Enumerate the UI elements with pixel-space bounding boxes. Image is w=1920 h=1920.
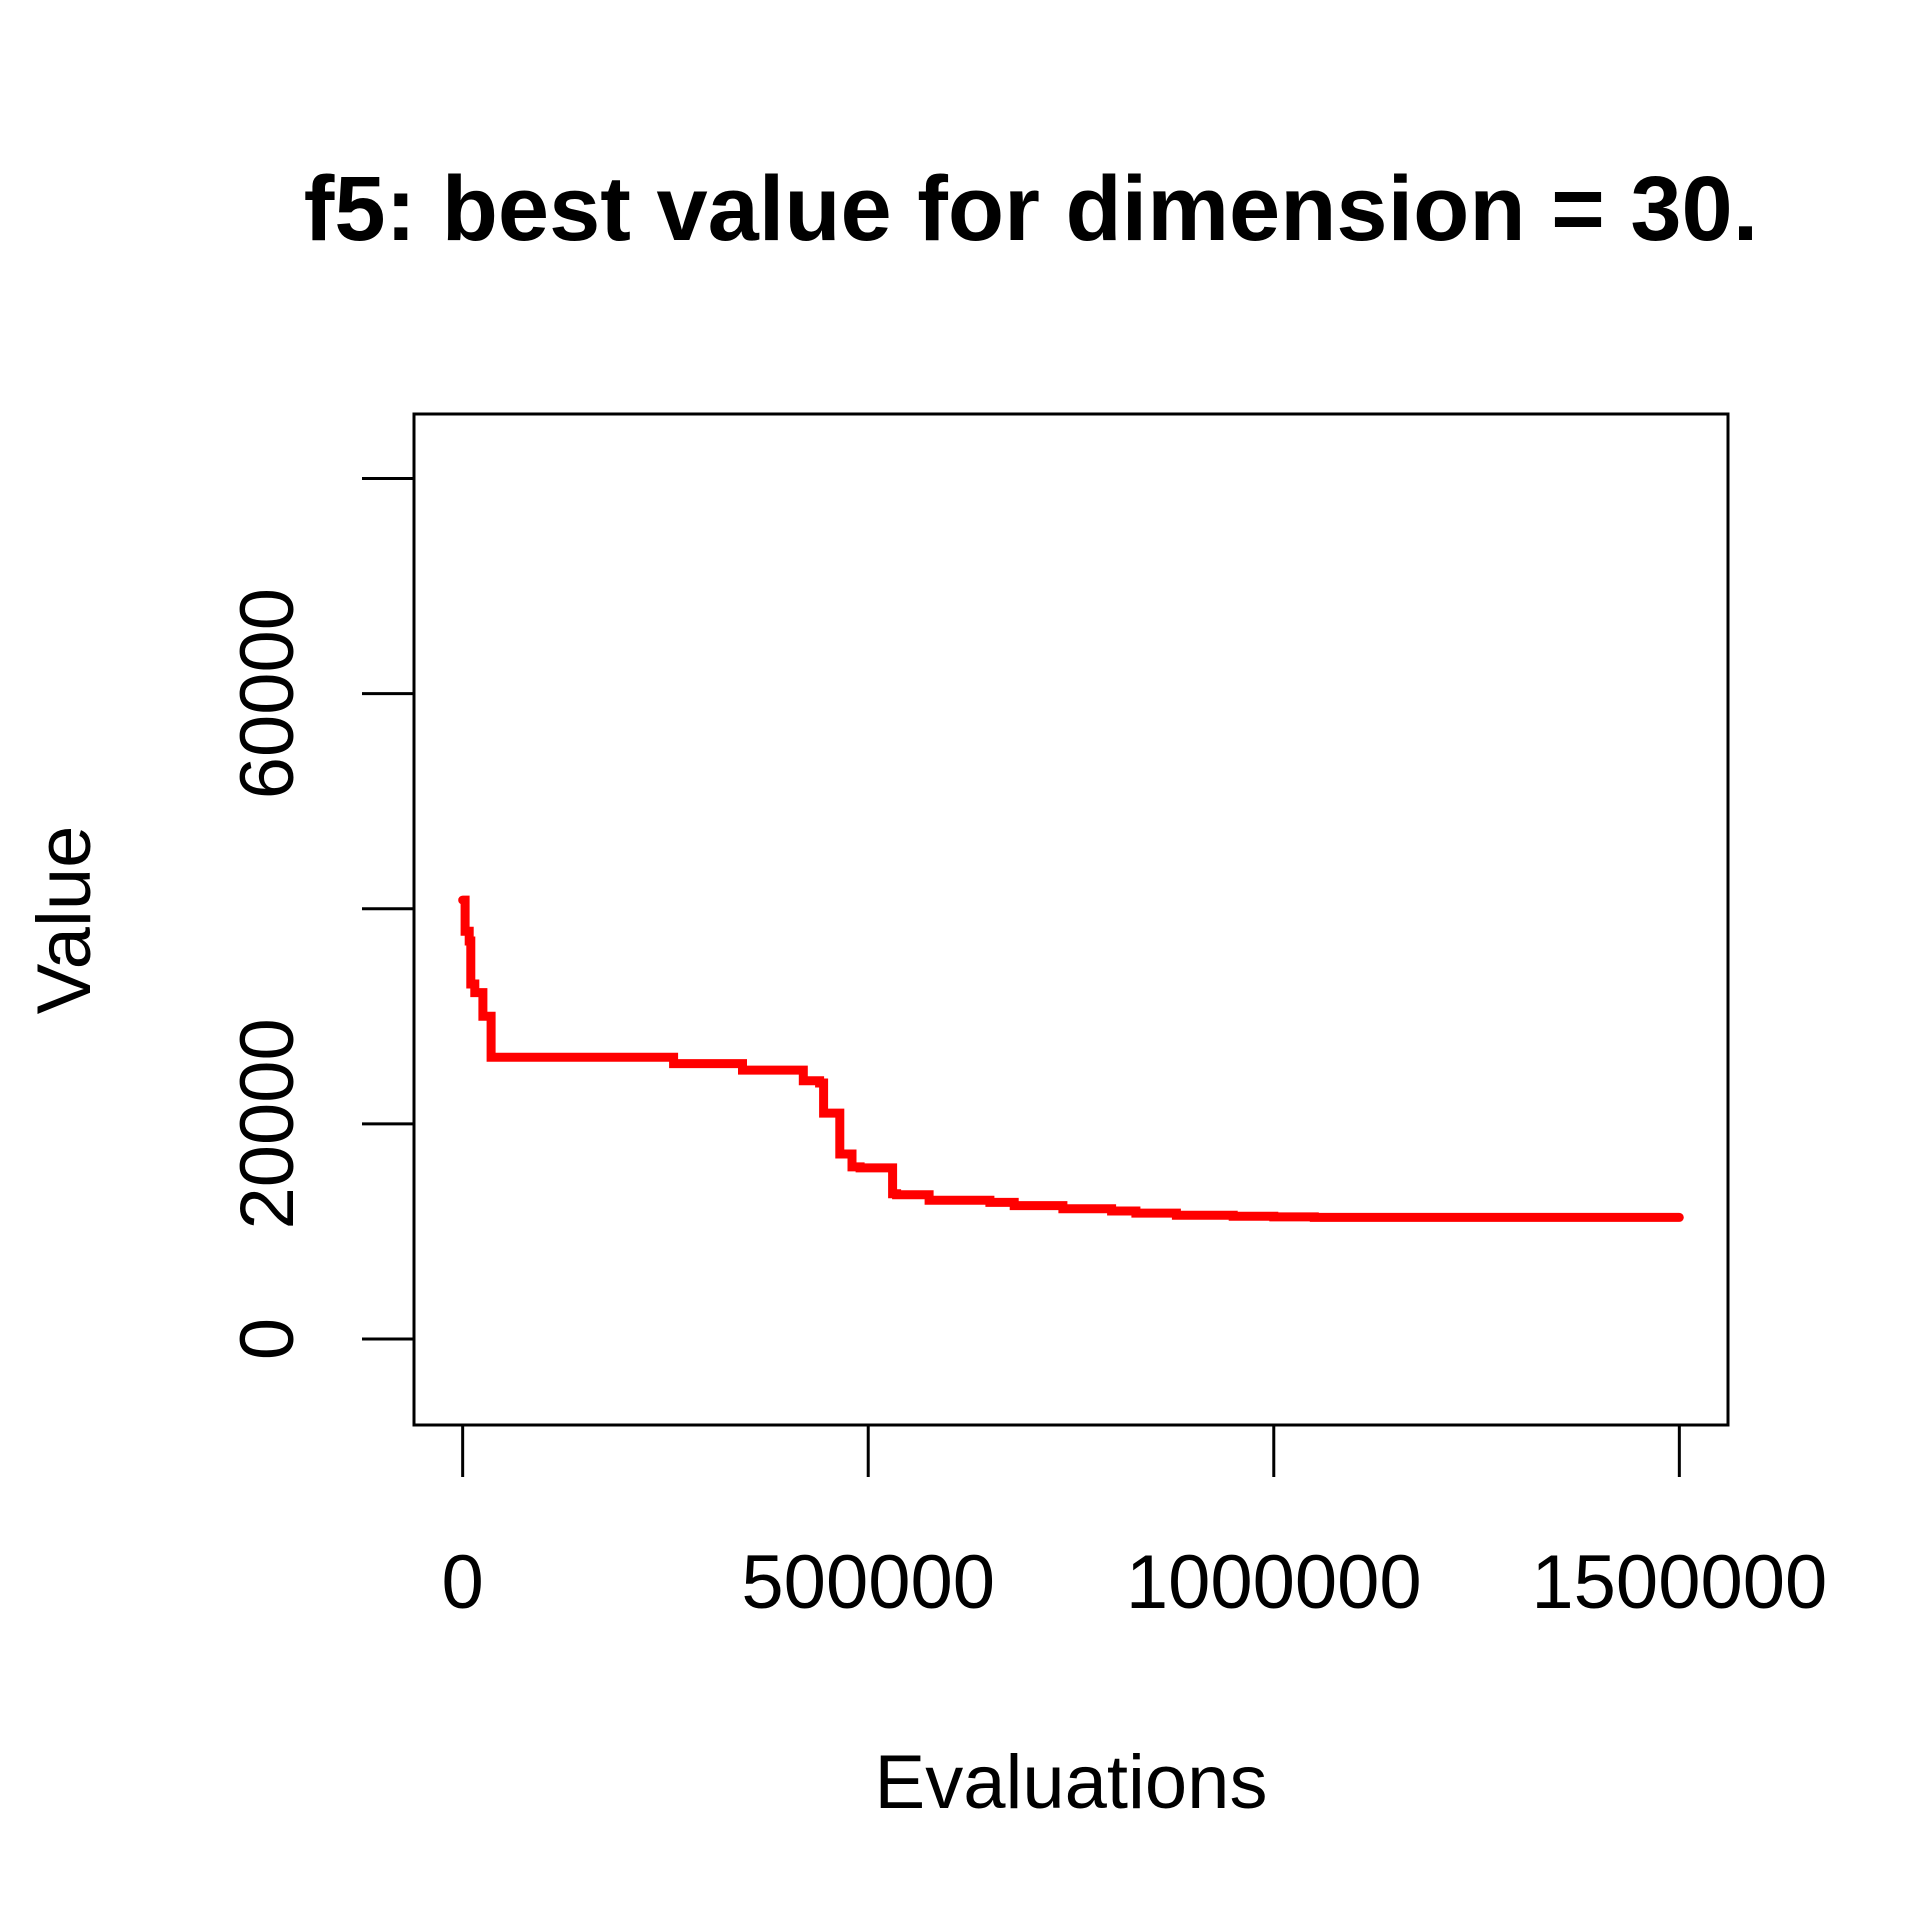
x-tick-label: 0 [442,1540,484,1625]
y-tick-label: 0 [225,1318,310,1360]
x-tick-label: 1500000 [1531,1540,1827,1625]
x-axis-label: Evaluations [875,1740,1268,1825]
x-tick-label: 1000000 [1126,1540,1422,1625]
y-tick-label: 60000 [225,588,310,799]
x-axis: 0 500000 1000000 1500000 [442,1423,1827,1625]
plot-frame [412,412,1730,1427]
series-line-0 [458,895,1684,1222]
chart-title: f5: best value for dimension = 30. [304,158,1759,260]
y-axis: 0 20000 60000 [225,477,416,1360]
series-layer [458,895,1684,1222]
y-axis-label: Value [22,826,107,1015]
x-tick-label: 500000 [741,1540,995,1625]
y-tick-label: 20000 [225,1018,310,1229]
